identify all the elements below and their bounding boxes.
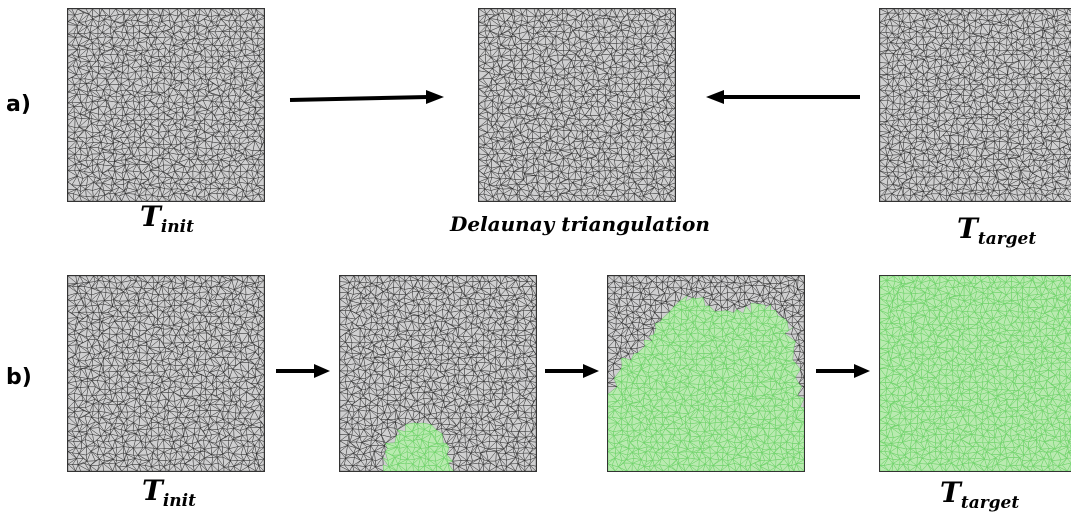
mesh-edges: [880, 9, 1071, 201]
mesh-panel-init-a: [67, 8, 265, 202]
mesh-graphic: [880, 9, 1071, 201]
mesh-edges: [68, 9, 264, 201]
caption-t-sub: init: [160, 217, 194, 237]
mesh-graphic: [479, 9, 675, 201]
mesh-graphic: [880, 276, 1071, 471]
row-label-b: b): [6, 365, 32, 390]
arrow-right-icon: [276, 364, 330, 378]
mesh-edges: [479, 9, 675, 201]
caption-t-init-b: Tinit: [142, 474, 196, 511]
mesh-graphic: [608, 276, 804, 471]
mesh-graphic: [68, 9, 264, 201]
caption-t-main: T: [140, 200, 161, 233]
mesh-panel-stage-2: [607, 275, 805, 472]
arrow-right-icon: [289, 90, 444, 104]
mesh-graphic: [68, 276, 264, 471]
arrow-right-icon: [545, 364, 599, 378]
caption-t-main: T: [142, 474, 163, 507]
caption-t-target-b: Ttarget: [940, 476, 1019, 513]
mesh-panel-target-a: [879, 8, 1071, 202]
mesh-panel-stage-1: [339, 275, 537, 472]
arrow-left-icon: [706, 90, 860, 104]
mesh-panel-init-b: [67, 275, 265, 472]
arrow-right-icon: [816, 364, 870, 378]
caption-t-init-a: Tinit: [140, 200, 194, 237]
mesh-panel-delaunay: [478, 8, 676, 202]
flipped-region: [880, 276, 1071, 471]
caption-t-sub: target: [977, 229, 1037, 249]
mesh-edges: [340, 276, 536, 471]
caption-delaunay: Delaunay triangulation: [450, 212, 710, 236]
caption-t-main: T: [940, 476, 961, 509]
caption-t-target-a: Ttarget: [957, 212, 1036, 249]
caption-t-sub: init: [162, 491, 196, 511]
mesh-edges: [68, 276, 264, 471]
flipped-region: [608, 295, 804, 471]
caption-t-main: T: [957, 212, 978, 245]
mesh-edges: [608, 276, 804, 409]
flipped-region: [382, 422, 454, 471]
row-label-a: a): [6, 92, 31, 117]
caption-t-sub: target: [960, 493, 1020, 513]
mesh-panel-target-b: [879, 275, 1071, 472]
mesh-graphic: [340, 276, 536, 471]
